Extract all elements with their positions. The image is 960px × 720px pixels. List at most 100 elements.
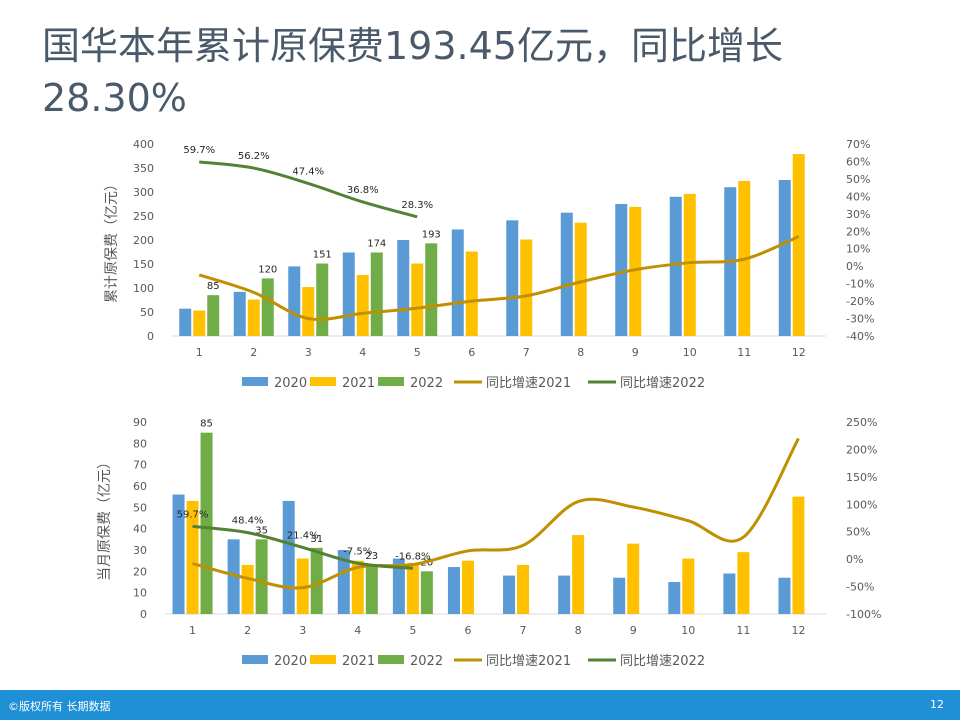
bar-data-label: 85 (200, 419, 213, 430)
bar-2020 (179, 308, 192, 336)
page-title: 国华本年累计原保费193.45亿元，同比增长28.30% (42, 24, 783, 120)
bar-2021 (186, 500, 199, 614)
bar-2020 (392, 558, 405, 614)
y-tick-label: 30 (133, 544, 147, 557)
y-tick-label: 400 (133, 138, 154, 151)
y2-tick-label: 50% (846, 173, 870, 186)
bar-2021 (572, 535, 585, 614)
x-tick-label: 12 (791, 624, 805, 637)
y2-tick-label: -10% (846, 278, 874, 291)
bar-2021 (461, 560, 474, 614)
y2-tick-label: 40% (846, 190, 870, 203)
line-data-label: 21.4% (287, 530, 319, 541)
line-data-label: 48.4% (232, 516, 264, 527)
x-tick-label: 10 (681, 624, 695, 637)
bar-data-label: 31 (310, 534, 323, 545)
legend-swatch (242, 655, 268, 664)
y-tick-label: 250 (133, 210, 154, 223)
line-data-label: 56.2% (238, 151, 270, 162)
bar-2022 (255, 539, 268, 614)
bar-2020 (669, 196, 682, 336)
bar-2020 (288, 266, 301, 336)
line-data-label: -7.5% (343, 546, 372, 557)
line-同比增速2021 (192, 437, 800, 590)
page-number: 12 (930, 698, 944, 711)
bar-2022 (370, 252, 383, 336)
y-tick-label: 20 (133, 565, 147, 578)
x-tick-label: 1 (189, 624, 196, 637)
x-tick-label: 3 (305, 346, 312, 359)
line-data-label: 28.3% (401, 200, 433, 211)
y-tick-label: 100 (133, 282, 154, 295)
legend-label: 2022 (410, 654, 443, 669)
y2-tick-label: 20% (846, 225, 870, 238)
bar-2021 (682, 558, 695, 614)
bar-data-label: 151 (313, 250, 332, 261)
line-同比增速2022 (199, 160, 418, 219)
copyright-text: ©版权所有 长期数据 (8, 700, 111, 713)
bar-2022 (200, 432, 213, 614)
bar-2021 (247, 299, 260, 336)
x-tick-label: 7 (523, 346, 530, 359)
y-tick-label: 0 (140, 608, 147, 621)
legend-label: 同比增速2022 (620, 654, 705, 669)
bar-2021 (241, 564, 254, 614)
y2-tick-label: -50% (846, 581, 874, 594)
y-tick-label: 50 (140, 306, 154, 319)
bar-2020 (172, 494, 185, 614)
x-tick-label: 11 (736, 624, 750, 637)
bar-2021 (517, 564, 530, 614)
y-tick-label: 40 (133, 523, 147, 536)
bar-2021 (627, 543, 640, 614)
bar-2021 (792, 154, 805, 336)
line-data-label: 47.4% (292, 166, 324, 177)
monthly-premium-chart: 0 10 20 30 40 50 60 70 80 90 -100% -50% 0% 50% 100% 150… (97, 416, 881, 669)
y-tick-label: 350 (133, 162, 154, 175)
bar-2020 (227, 539, 240, 614)
legend-label: 2020 (274, 654, 307, 669)
y2-tick-label: -40% (846, 330, 874, 343)
bar-2021 (411, 263, 424, 336)
bar-2021 (193, 310, 206, 336)
x-tick-label: 7 (520, 624, 527, 637)
line-同比增速2022 (192, 524, 414, 570)
bar-2020 (615, 204, 628, 336)
y-axis-title: 当月原保费（亿元） (97, 455, 113, 581)
bar-2021 (465, 251, 478, 336)
footer-bar: ©版权所有 长期数据 12 (0, 690, 960, 720)
legend-swatch (378, 655, 404, 664)
x-tick-label: 8 (577, 346, 584, 359)
bar-2020 (397, 240, 410, 336)
bar-2020 (723, 573, 736, 614)
bar-data-label: 85 (207, 281, 220, 292)
y-tick-label: 150 (133, 258, 154, 271)
legend-swatch (242, 377, 268, 386)
line-data-label: 36.8% (347, 185, 379, 196)
line-data-label: 59.7% (183, 145, 215, 156)
legend-label: 2020 (274, 376, 307, 391)
bar-2021 (302, 287, 315, 336)
y2-tick-label: 0% (846, 553, 863, 566)
bar-data-label: 174 (367, 238, 386, 249)
bar-2020 (447, 567, 460, 614)
legend-label: 同比增速2021 (486, 376, 571, 391)
legend-label: 同比增速2021 (486, 654, 571, 669)
legend-swatch (310, 377, 336, 386)
line-同比增速2021 (198, 235, 800, 321)
bar-2021 (351, 560, 364, 614)
bar-data-label: 120 (258, 264, 277, 275)
y2-tick-label: -30% (846, 313, 874, 326)
bar-2021 (356, 275, 369, 336)
y2-tick-label: 10% (846, 243, 870, 256)
y2-tick-label: 0% (846, 260, 863, 273)
bar-2022 (420, 571, 433, 614)
y-tick-label: 50 (133, 501, 147, 514)
legend-swatch (378, 377, 404, 386)
y-tick-label: 0 (147, 330, 154, 343)
x-tick-label: 2 (250, 346, 257, 359)
y2-tick-label: -100% (846, 608, 881, 621)
legend-label: 2022 (410, 376, 443, 391)
x-tick-label: 4 (354, 624, 361, 637)
line-data-label: -16.8% (395, 551, 430, 562)
y2-tick-label: 250% (846, 416, 877, 429)
